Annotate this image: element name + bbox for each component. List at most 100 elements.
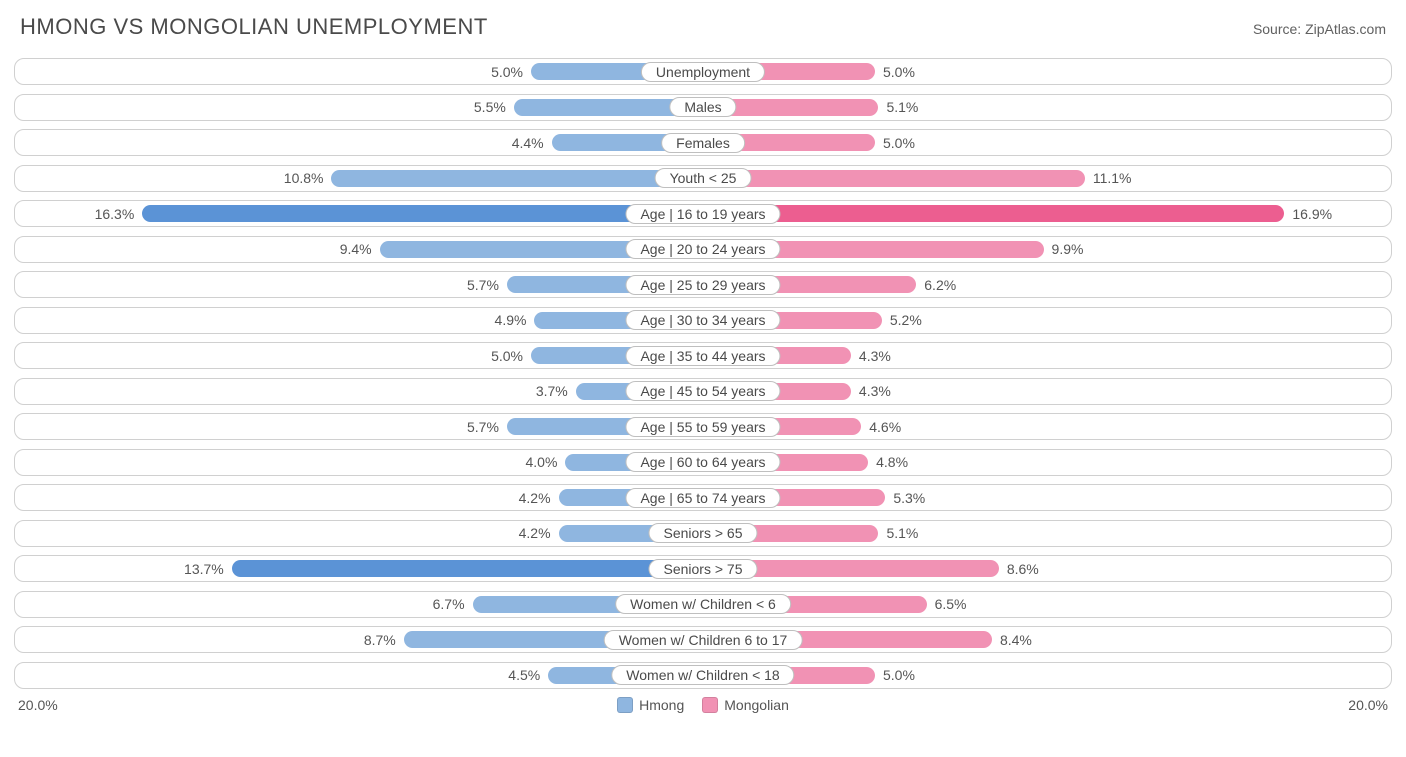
legend-label-left: Hmong [639, 697, 684, 713]
row-category-label: Age | 20 to 24 years [625, 239, 780, 259]
row-category-label: Age | 35 to 44 years [625, 346, 780, 366]
right-value-label: 4.3% [851, 348, 899, 364]
row-left-half: 8.7% [15, 627, 703, 652]
row-category-label: Women w/ Children 6 to 17 [604, 630, 803, 650]
right-value-label: 5.1% [878, 99, 926, 115]
left-value-label: 4.0% [517, 454, 565, 470]
left-value-label: 4.9% [487, 312, 535, 328]
right-value-label: 5.2% [882, 312, 930, 328]
left-value-label: 13.7% [176, 561, 232, 577]
axis-max-left: 20.0% [18, 697, 58, 713]
row-right-half: 8.4% [703, 627, 1391, 652]
chart-row: 5.5% 5.1% Males [14, 94, 1392, 121]
row-right-half: 4.8% [703, 450, 1391, 475]
row-left-half: 5.0% [15, 343, 703, 368]
left-value-label: 4.5% [500, 667, 548, 683]
row-category-label: Seniors > 65 [649, 523, 758, 543]
row-right-half: 5.0% [703, 59, 1391, 84]
left-value-label: 6.7% [425, 596, 473, 612]
left-bar [142, 205, 703, 222]
right-value-label: 5.0% [875, 667, 923, 683]
row-right-half: 5.0% [703, 663, 1391, 688]
row-left-half: 6.7% [15, 592, 703, 617]
row-category-label: Women w/ Children < 18 [611, 665, 794, 685]
right-value-label: 5.0% [875, 64, 923, 80]
chart-row: 4.5% 5.0% Women w/ Children < 18 [14, 662, 1392, 689]
row-left-half: 5.7% [15, 414, 703, 439]
chart-row: 5.7% 6.2%Age | 25 to 29 years [14, 271, 1392, 298]
row-category-label: Women w/ Children < 6 [615, 594, 791, 614]
chart-row: 13.7% 8.6%Seniors > 75 [14, 555, 1392, 582]
row-left-half: 16.3% [15, 201, 703, 226]
legend-label-right: Mongolian [724, 697, 789, 713]
chart-row: 5.7% 4.6% Age | 55 to 59 years [14, 413, 1392, 440]
row-category-label: Age | 65 to 74 years [625, 488, 780, 508]
chart-row: 3.7%4.3%Age | 45 to 54 years [14, 378, 1392, 405]
right-value-label: 16.9% [1284, 206, 1340, 222]
chart-title: HMONG VS MONGOLIAN UNEMPLOYMENT [20, 14, 488, 40]
right-value-label: 11.1% [1085, 170, 1140, 186]
left-value-label: 4.2% [511, 490, 559, 506]
row-left-half: 5.7% [15, 272, 703, 297]
row-right-half: 9.9% [703, 237, 1391, 262]
left-value-label: 4.4% [504, 135, 552, 151]
right-bar [703, 170, 1085, 187]
right-bar [703, 205, 1284, 222]
left-bar [232, 560, 703, 577]
chart-row: 4.0% 4.8% Age | 60 to 64 years [14, 449, 1392, 476]
row-right-half: 5.1% [703, 521, 1391, 546]
chart-row: 6.7% 6.5% Women w/ Children < 6 [14, 591, 1392, 618]
row-right-half: 5.1% [703, 95, 1391, 120]
row-category-label: Age | 16 to 19 years [625, 204, 780, 224]
row-left-half: 13.7% [15, 556, 703, 581]
chart-row: 4.2%5.1%Seniors > 65 [14, 520, 1392, 547]
row-right-half: 6.5% [703, 592, 1391, 617]
row-left-half: 3.7% [15, 379, 703, 404]
left-value-label: 10.8% [276, 170, 332, 186]
chart-row: 4.4% 5.0% Females [14, 129, 1392, 156]
row-right-half: 4.3% [703, 343, 1391, 368]
row-right-half: 11.1% [703, 166, 1391, 191]
legend-swatch-right [702, 697, 718, 713]
row-category-label: Age | 55 to 59 years [625, 417, 780, 437]
left-value-label: 8.7% [356, 632, 404, 648]
row-right-half: 6.2% [703, 272, 1391, 297]
right-value-label: 4.6% [861, 419, 909, 435]
chart-row: 9.4%9.9%Age | 20 to 24 years [14, 236, 1392, 263]
legend-item-left: Hmong [617, 697, 684, 713]
row-category-label: Age | 25 to 29 years [625, 275, 780, 295]
left-value-label: 5.7% [459, 277, 507, 293]
right-value-label: 4.3% [851, 383, 899, 399]
row-left-half: 5.0% [15, 59, 703, 84]
left-value-label: 5.0% [483, 348, 531, 364]
chart-row: 4.9% 5.2% Age | 30 to 34 years [14, 307, 1392, 334]
row-category-label: Males [669, 97, 736, 117]
chart-row: 8.7% 8.4% Women w/ Children 6 to 17 [14, 626, 1392, 653]
row-left-half: 4.2% [15, 521, 703, 546]
legend-swatch-left [617, 697, 633, 713]
chart-header: HMONG VS MONGOLIAN UNEMPLOYMENT Source: … [14, 14, 1392, 40]
row-left-half: 4.0% [15, 450, 703, 475]
chart-row: 4.2% 5.3% Age | 65 to 74 years [14, 484, 1392, 511]
row-left-half: 4.9% [15, 308, 703, 333]
row-category-label: Age | 30 to 34 years [625, 310, 780, 330]
right-value-label: 9.9% [1044, 241, 1092, 257]
right-value-label: 5.3% [885, 490, 933, 506]
axis-max-right: 20.0% [1348, 697, 1388, 713]
row-right-half: 8.6% [703, 556, 1391, 581]
row-right-half: 5.3% [703, 485, 1391, 510]
row-category-label: Females [661, 133, 745, 153]
row-right-half: 16.9% [703, 201, 1391, 226]
right-value-label: 4.8% [868, 454, 916, 470]
chart-row: 16.3% 16.9% Age | 16 to 19 years [14, 200, 1392, 227]
right-value-label: 8.4% [992, 632, 1040, 648]
legend-item-right: Mongolian [702, 697, 789, 713]
row-category-label: Seniors > 75 [649, 559, 758, 579]
right-value-label: 6.5% [927, 596, 975, 612]
left-value-label: 5.0% [483, 64, 531, 80]
row-left-half: 5.5% [15, 95, 703, 120]
right-value-label: 5.0% [875, 135, 923, 151]
row-category-label: Age | 60 to 64 years [625, 452, 780, 472]
left-value-label: 3.7% [528, 383, 576, 399]
row-left-half: 4.2% [15, 485, 703, 510]
